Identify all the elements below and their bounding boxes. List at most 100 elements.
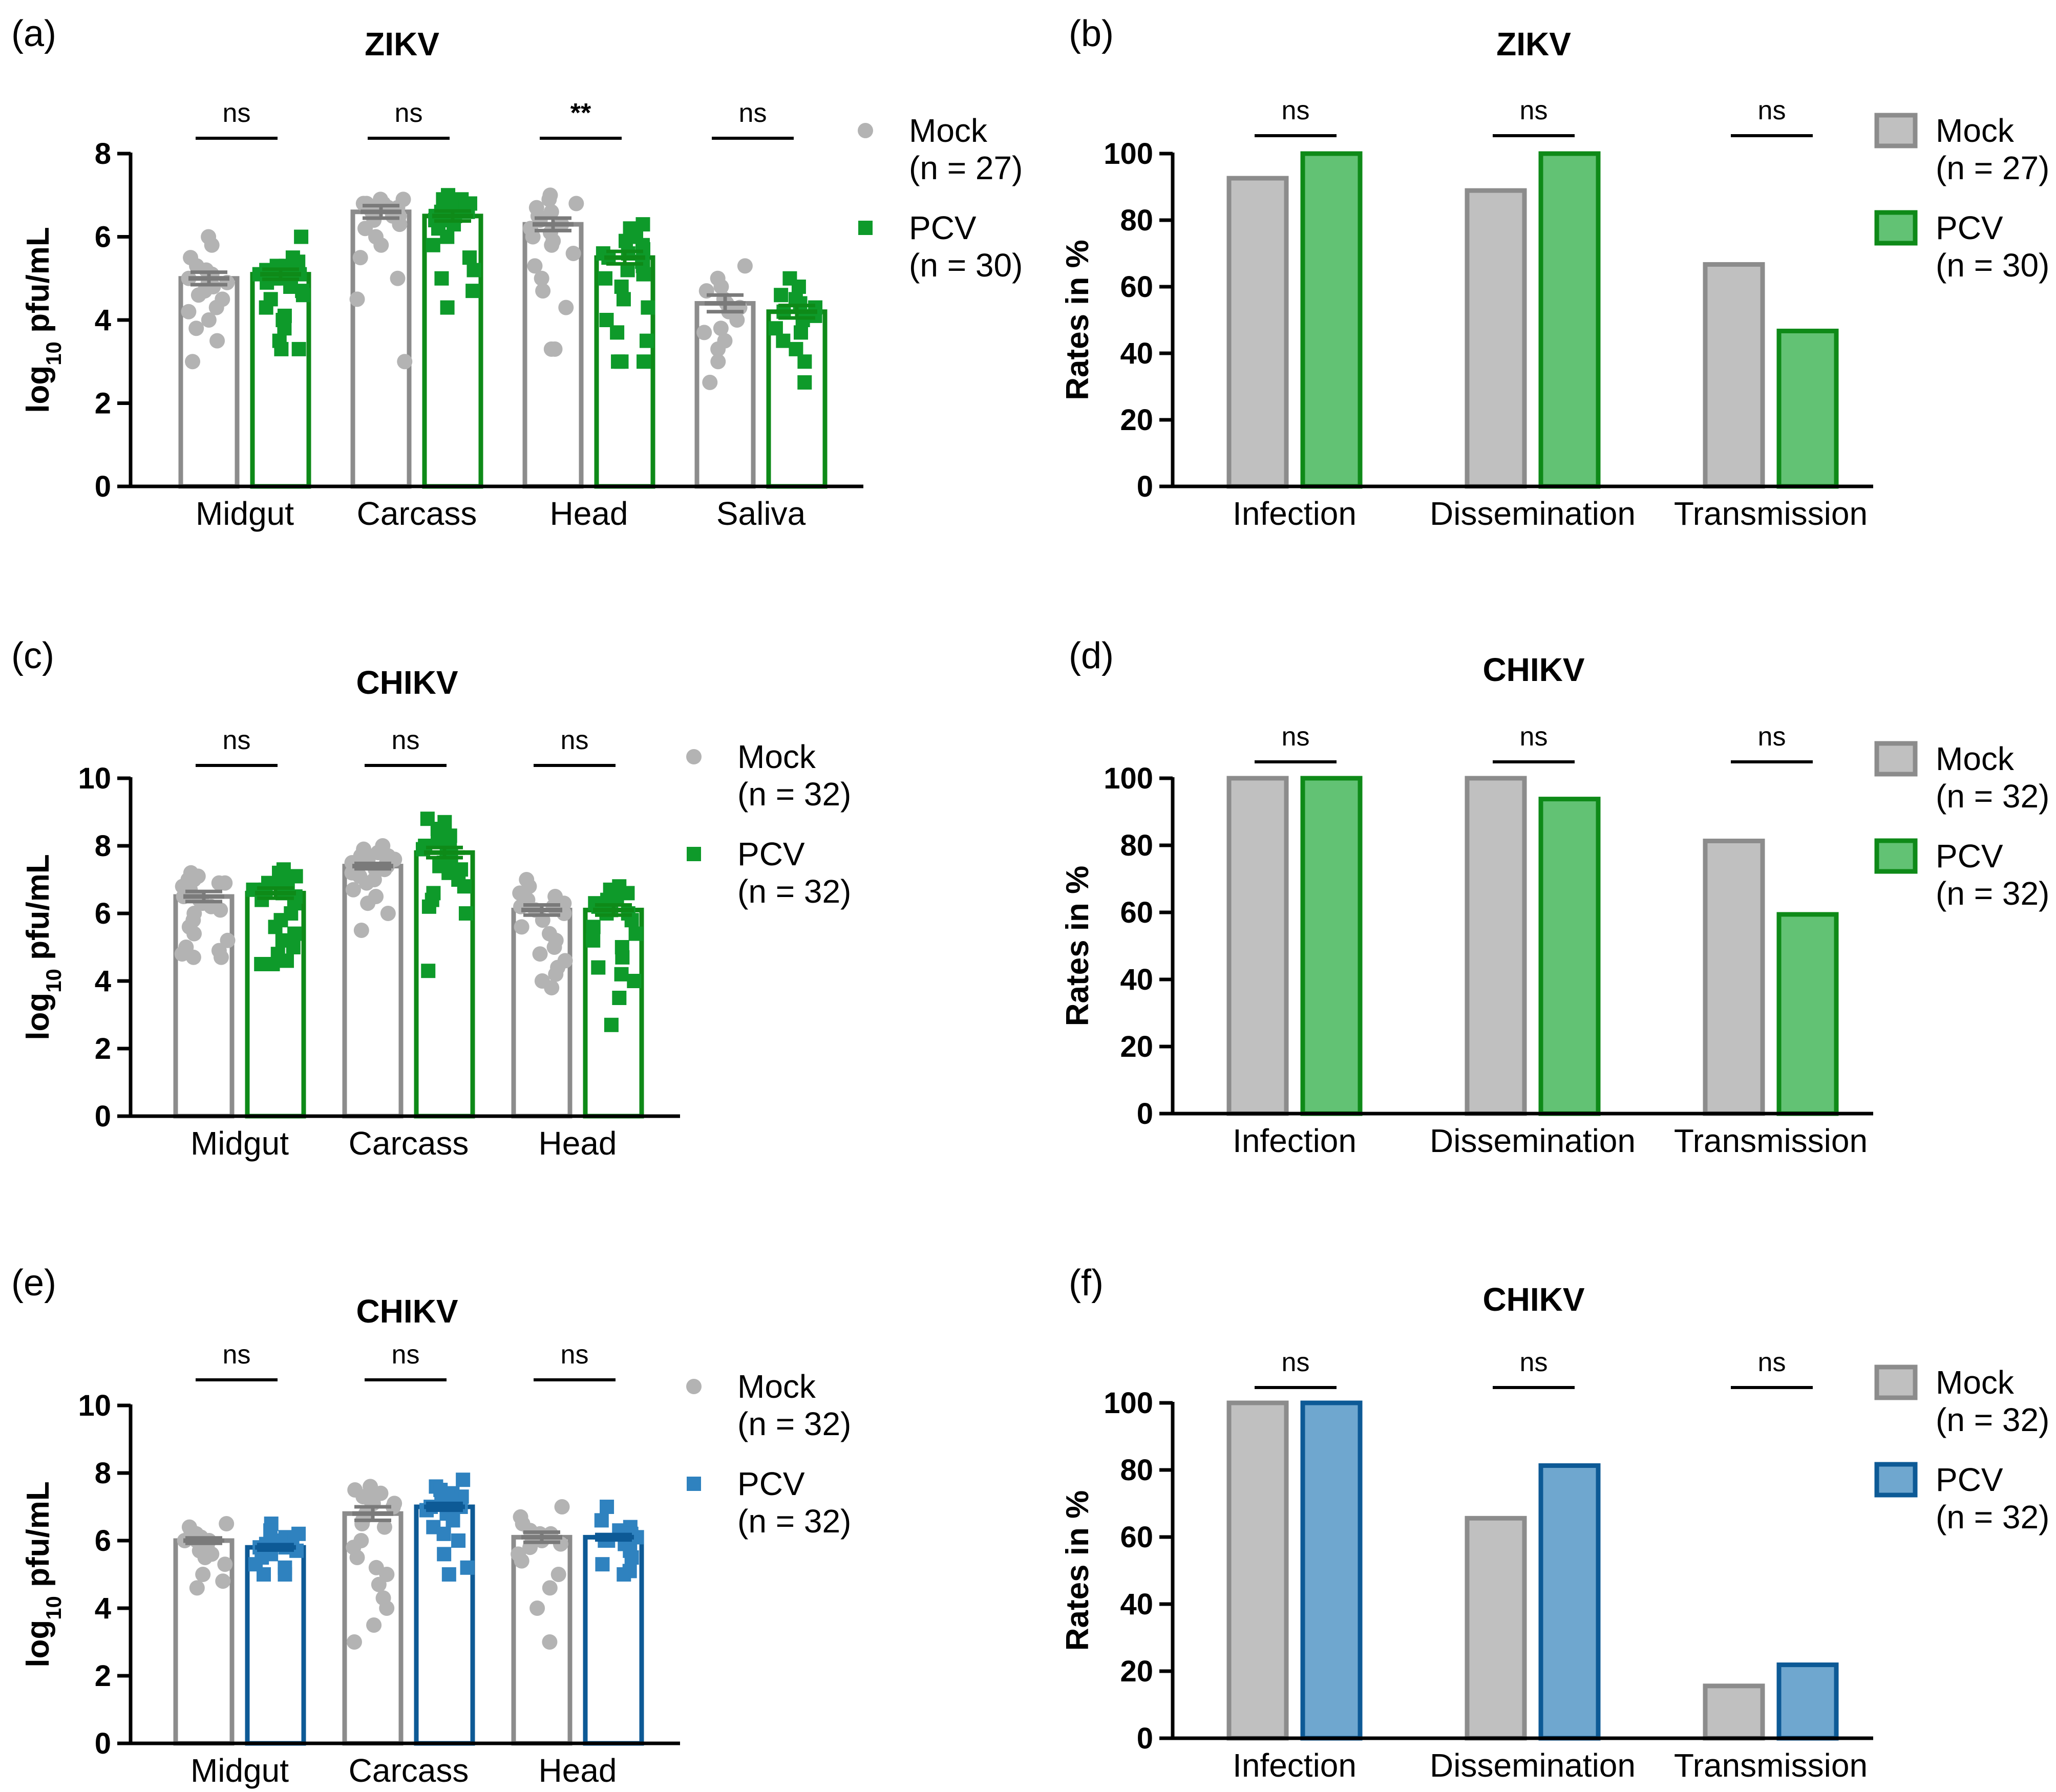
data-point-pcv xyxy=(274,342,289,356)
data-point-mock xyxy=(186,926,202,942)
bar-pcv-dissemination xyxy=(1538,151,1601,489)
y-tick-label: 0 xyxy=(1137,1722,1153,1755)
bar-pcv-dissemination xyxy=(1538,797,1601,1116)
data-point-mock xyxy=(366,1617,382,1633)
data-point-mock xyxy=(737,258,753,274)
data-point-pcv xyxy=(591,960,606,975)
bar-pcv-transmission xyxy=(1776,328,1839,489)
significance-label: ns xyxy=(1520,96,1548,125)
data-point-mock xyxy=(355,196,371,211)
legend: Mock(n = 32)PCV(n = 32) xyxy=(686,1368,851,1540)
data-point-mock xyxy=(527,258,543,274)
data-point-mock xyxy=(525,229,541,245)
legend-swatch-pcv xyxy=(687,1477,701,1491)
data-point-pcv xyxy=(604,1017,619,1032)
legend: Mock(n = 32)PCV(n = 32) xyxy=(686,738,851,910)
data-point-pcv xyxy=(768,321,783,336)
data-point-mock xyxy=(353,923,369,938)
data-point-pcv xyxy=(440,229,455,244)
data-point-pcv xyxy=(268,920,283,934)
legend-label: PCV xyxy=(1936,838,2003,874)
data-point-mock xyxy=(514,1553,529,1569)
x-tick-label: Infection xyxy=(1233,1122,1356,1159)
data-point-mock xyxy=(373,237,389,253)
significance-label: ns xyxy=(1282,1348,1310,1377)
data-point-pcv xyxy=(797,354,812,369)
legend-label: PCV xyxy=(737,1465,805,1502)
legend-n: (n = 27) xyxy=(1936,150,2049,186)
data-point-mock xyxy=(554,1499,570,1514)
data-point-mock xyxy=(535,283,551,299)
data-point-pcv xyxy=(793,325,808,340)
data-point-mock xyxy=(346,1634,362,1650)
panel-label: (c) xyxy=(11,635,54,676)
data-point-mock xyxy=(352,250,368,266)
x-tick-label: Head xyxy=(539,1125,617,1162)
significance-label: ns xyxy=(1520,722,1548,752)
legend-n: (n = 32) xyxy=(1936,875,2049,912)
legend-label: Mock xyxy=(1936,740,2015,777)
data-point-pcv xyxy=(586,933,601,948)
significance-label: ns xyxy=(1758,1348,1786,1377)
bar-pcv-infection xyxy=(1300,151,1363,489)
y-tick-label: 0 xyxy=(95,1727,111,1760)
data-point-pcv xyxy=(442,828,457,843)
legend-label: Mock xyxy=(737,1368,816,1405)
y-axis-label: Rates in % xyxy=(1060,866,1095,1027)
legend-swatch-pcv xyxy=(858,221,873,235)
data-point-pcv xyxy=(635,242,650,257)
data-point-pcv xyxy=(421,899,436,914)
legend-label: PCV xyxy=(1936,1461,2003,1498)
y-axis-label: Rates in % xyxy=(1060,240,1095,400)
data-point-pcv xyxy=(624,1550,639,1565)
data-point-mock xyxy=(702,374,718,390)
x-tick-label: Transmission xyxy=(1674,1747,1868,1784)
data-point-mock xyxy=(534,270,549,286)
data-point-pcv xyxy=(287,926,302,941)
data-point-mock xyxy=(729,312,745,328)
data-point-mock xyxy=(379,1601,395,1616)
data-point-mock xyxy=(219,1516,235,1531)
legend-n: (n = 32) xyxy=(737,1405,851,1442)
data-point-pcv xyxy=(280,953,294,968)
y-axis-label: Rates in % xyxy=(1060,1490,1095,1651)
legend-label: PCV xyxy=(1936,209,2003,246)
data-point-pcv xyxy=(641,300,655,315)
legend-label: Mock xyxy=(1936,112,2015,149)
y-tick-label: 2 xyxy=(95,387,111,420)
data-point-pcv xyxy=(259,300,273,315)
x-tick-label: Head xyxy=(550,495,628,532)
data-point-mock xyxy=(558,300,574,315)
data-point-mock xyxy=(710,341,726,357)
bar-mock-infection xyxy=(1226,776,1289,1116)
y-tick-label: 4 xyxy=(95,304,111,337)
legend-label: Mock xyxy=(1936,1364,2015,1401)
legend-n: (n = 32) xyxy=(1936,778,2049,815)
panel-d: (d) CHIKV 0 20 40 60 80 100 Rates in % Infection n… xyxy=(1060,635,2049,1159)
data-point-pcv xyxy=(639,333,654,348)
significance-label: ns xyxy=(395,98,423,128)
y-tick-label: 10 xyxy=(78,762,111,795)
bar-mock-dissemination xyxy=(1465,188,1527,489)
data-point-pcv xyxy=(635,217,650,232)
data-point-pcv xyxy=(789,342,803,356)
data-point-mock xyxy=(208,300,224,315)
data-point-pcv xyxy=(458,906,473,921)
y-tick-label: 0 xyxy=(95,1100,111,1133)
data-point-pcv xyxy=(614,280,629,294)
x-tick-label: Midgut xyxy=(190,1125,289,1162)
y-axis-label: log10 pfu/mL xyxy=(20,854,66,1040)
data-point-mock xyxy=(390,270,406,286)
x-tick-label: Head xyxy=(539,1752,617,1789)
significance-label: ns xyxy=(223,726,251,755)
legend-swatch-pcv xyxy=(1874,838,1918,874)
panel-e: (e) CHIKV 0 2 4 6 8 10 log10 pfu/mL Midgut ns Carca… xyxy=(11,1263,851,1789)
data-point-pcv xyxy=(637,354,651,369)
bar-mock-dissemination xyxy=(1465,776,1527,1116)
data-point-mock xyxy=(397,354,413,370)
significance-label: ns xyxy=(1282,722,1310,752)
legend-swatch-pcv xyxy=(687,847,701,861)
data-point-pcv xyxy=(600,1500,614,1514)
legend-n: (n = 30) xyxy=(909,247,1023,284)
data-point-mock xyxy=(215,1573,231,1589)
